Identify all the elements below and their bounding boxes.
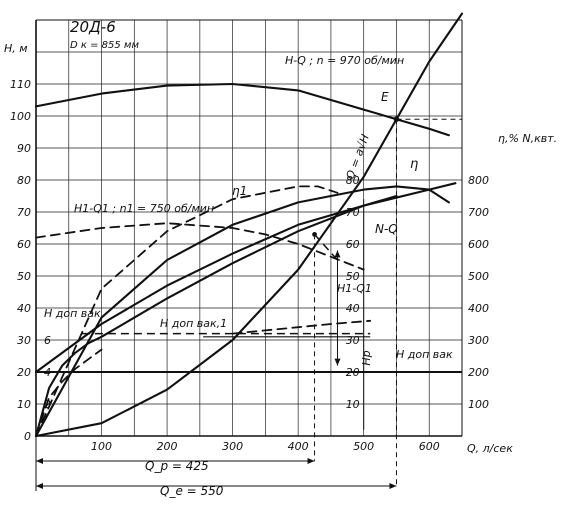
eta-tick-label: 40 <box>346 302 360 315</box>
label-hdop-mid: H доп вак,1 <box>160 317 227 330</box>
eta-tick-label: 70 <box>346 206 360 219</box>
series-line-4 <box>35 185 339 437</box>
n-tick-label: 800 <box>468 174 489 187</box>
x-axis-label: Q, л/сек <box>467 442 513 455</box>
chart-title: 20Д-6 <box>70 18 116 36</box>
label-hp: Hp <box>360 350 373 365</box>
y-tick-label: 60 <box>17 238 31 251</box>
series-line-3 <box>34 185 450 438</box>
label-curve-qah: Q = a√H <box>344 133 372 182</box>
point-qp <box>312 232 317 237</box>
x-tick-label: 200 <box>157 440 178 453</box>
annotations: 20Д-6 D к = 855 мм H, м η,% N,квт. Q, л/сек H… <box>4 18 557 498</box>
tick-labels: 100 200 300 400 500 600 0 10 20 30 40 50 60 70 80 90 100… <box>10 78 489 453</box>
y-axis-label-left: H, м <box>4 42 28 55</box>
eta-tick-label: 60 <box>346 238 360 251</box>
label-curve-hq: H-Q ; n = 970 об/мин <box>285 54 404 67</box>
series-line-1 <box>35 222 365 271</box>
label-qp: Q_p = 425 <box>145 459 209 473</box>
label-hdop-left: H доп вак <box>44 307 101 320</box>
hp-arrow-up <box>334 250 341 258</box>
n-tick-label: 300 <box>468 334 489 347</box>
qe-arrow-right <box>389 483 397 489</box>
x-tick-label: 400 <box>288 440 309 453</box>
label-point-e: E <box>381 90 389 104</box>
y-tick-label: 0 <box>24 430 31 443</box>
eta-tick-label: 80 <box>346 174 360 187</box>
n-tick-label: 100 <box>468 398 489 411</box>
label-curve-nq: N-Q <box>375 222 398 236</box>
y-tick-label: 100 <box>10 110 31 123</box>
y-tick-label: 50 <box>17 270 31 283</box>
y-tick-label: 70 <box>17 206 31 219</box>
y-tick-label: 10 <box>17 398 31 411</box>
eta-tick-label: 30 <box>346 334 360 347</box>
vak-tick-label: 4 <box>44 366 51 379</box>
label-hdop-main: H доп вак <box>396 348 453 361</box>
x-tick-label: 500 <box>353 440 374 453</box>
x-tick-label: 100 <box>91 440 112 453</box>
n-tick-label: 700 <box>468 206 489 219</box>
y-axis-label-right: η,% N,квт. <box>498 132 557 145</box>
label-qe: Q_e = 550 <box>160 484 224 498</box>
hp-arrow-down <box>334 358 341 366</box>
chart-subtitle: D к = 855 мм <box>70 40 139 51</box>
y-tick-label: 80 <box>17 174 31 187</box>
eta-tick-label: 50 <box>346 270 360 283</box>
series-line-6 <box>34 194 398 438</box>
x-tick-label: 600 <box>419 440 440 453</box>
label-h1q1-low: H1-Q1 <box>337 282 372 295</box>
vak-tick-label: 2 <box>44 398 51 411</box>
label-curve-eta1: η1 <box>232 184 247 198</box>
n-tick-label: 600 <box>468 238 489 251</box>
y-tick-label: 110 <box>10 78 31 91</box>
y-tick-label: 30 <box>17 334 31 347</box>
series-line-2 <box>34 182 457 374</box>
series-layer <box>34 12 464 491</box>
qp-arrow-left <box>36 458 43 464</box>
series-line-7 <box>35 348 103 437</box>
h1q1-tail <box>313 233 339 261</box>
y-tick-label: 20 <box>17 366 31 379</box>
series-line-0 <box>34 82 450 137</box>
x-tick-label: 300 <box>222 440 243 453</box>
point-e <box>393 116 400 122</box>
n-tick-label: 200 <box>468 366 489 379</box>
label-curve-h1q1: H1-Q1 ; n1 = 750 об/мин <box>74 202 214 215</box>
axes <box>35 19 463 437</box>
y-tick-label: 40 <box>17 302 31 315</box>
n-tick-label: 400 <box>468 302 489 315</box>
y-tick-label: 90 <box>17 142 31 155</box>
series-line-5 <box>34 12 464 438</box>
vak-tick-label: 6 <box>44 334 51 347</box>
eta-tick-label: 20 <box>346 366 360 379</box>
eta-tick-label: 10 <box>346 398 360 411</box>
qe-arrow-left <box>36 483 43 489</box>
n-tick-label: 500 <box>468 270 489 283</box>
label-curve-eta: η <box>410 157 418 172</box>
series-line-8 <box>231 319 372 335</box>
qp-arrow-right <box>307 458 315 464</box>
